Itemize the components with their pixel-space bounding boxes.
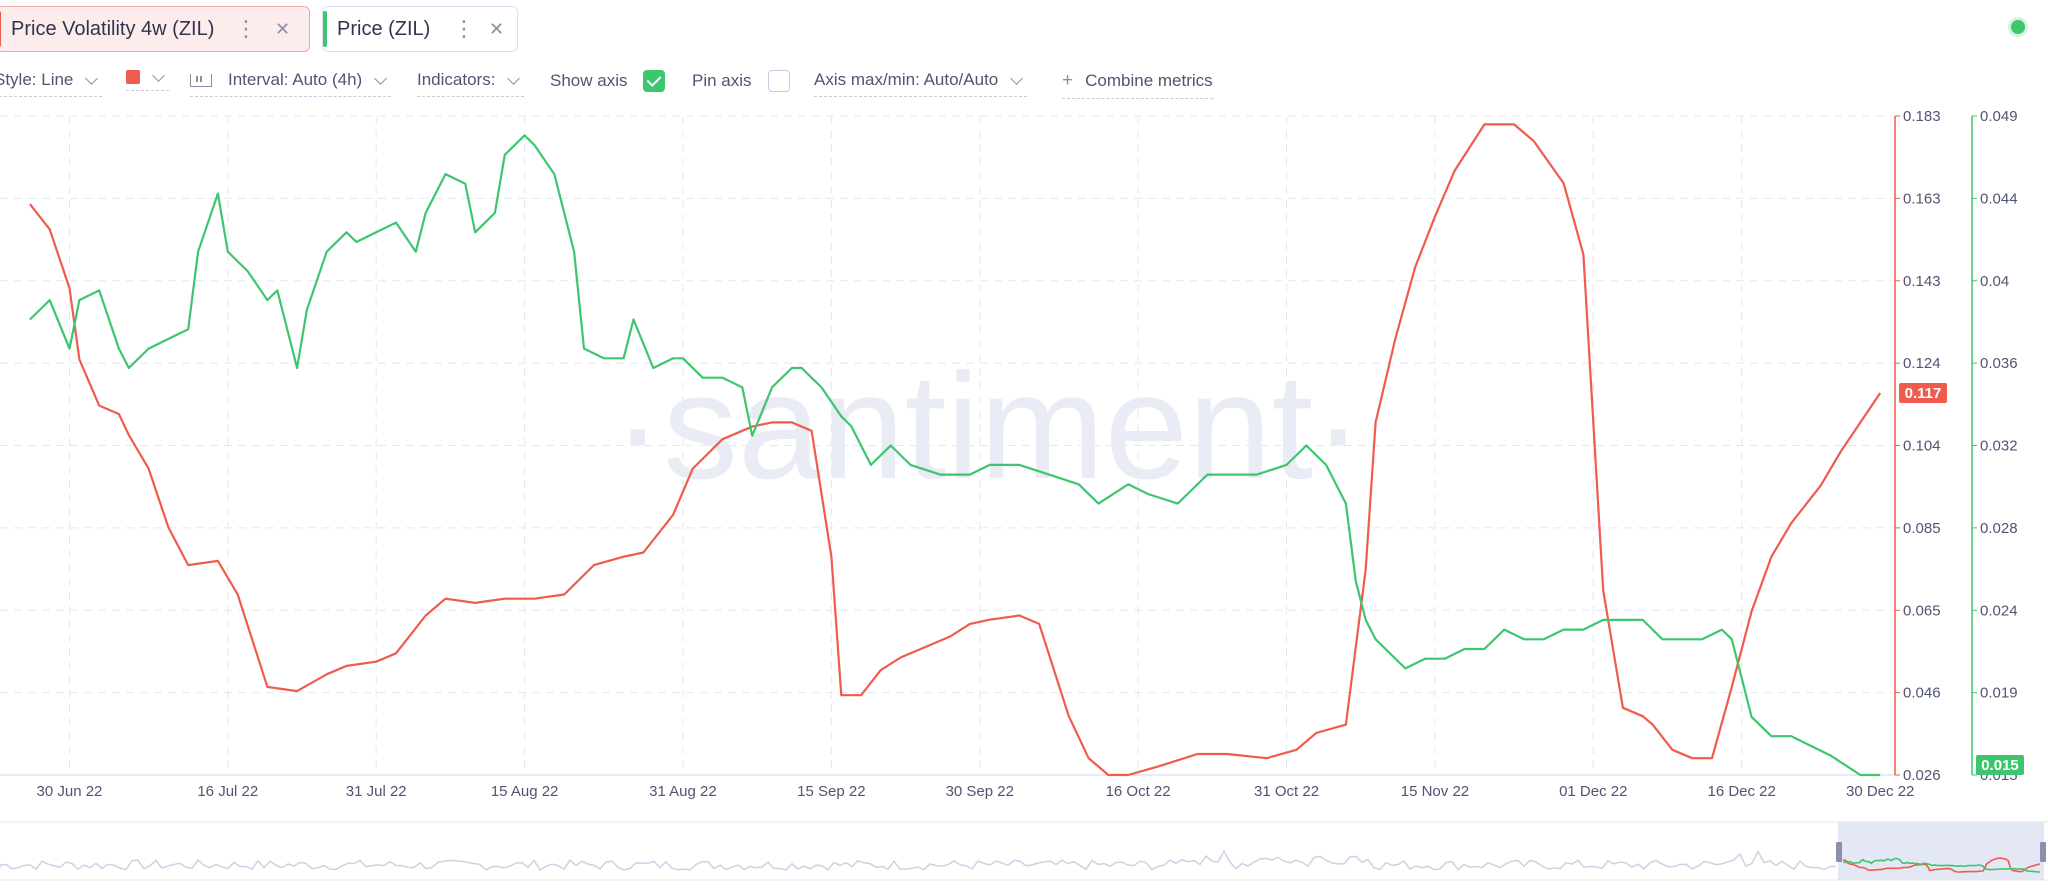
- x-tick-label: 31 Aug 22: [649, 783, 717, 800]
- x-tick-label: 30 Jun 22: [37, 783, 103, 800]
- y-tick-label: 0.046: [1903, 685, 1941, 702]
- x-tick-label: 30 Sep 22: [946, 783, 1014, 800]
- y-tick-label: 0.065: [1903, 602, 1941, 619]
- y-tick-label: 0.049: [1980, 108, 2018, 125]
- y-tick-label: 0.019: [1980, 685, 2018, 702]
- y-tick-label: 0.124: [1903, 355, 1941, 372]
- x-tick-label: 16 Dec 22: [1707, 783, 1775, 800]
- y-tick-label: 0.036: [1980, 355, 2018, 372]
- y-tick-label: 0.04: [1980, 273, 2009, 290]
- y-tick-label: 0.085: [1903, 520, 1941, 537]
- y-tick-label: 0.028: [1980, 520, 2018, 537]
- x-tick-label: 16 Oct 22: [1106, 783, 1171, 800]
- y-tick-label: 0.026: [1903, 767, 1941, 784]
- navigator-history-line: [0, 851, 1836, 870]
- navigator[interactable]: [0, 822, 2048, 880]
- x-tick-label: 31 Jul 22: [346, 783, 407, 800]
- y-tick-label: 0.163: [1903, 190, 1941, 207]
- navigator-handle-right[interactable]: [2040, 842, 2046, 862]
- x-tick-label: 31 Oct 22: [1254, 783, 1319, 800]
- y-tick-label: 0.044: [1980, 190, 2018, 207]
- x-tick-label: 15 Aug 22: [491, 783, 559, 800]
- navigator-handle-left[interactable]: [1836, 842, 1842, 862]
- x-tick-label: 01 Dec 22: [1559, 783, 1627, 800]
- y-tick-label: 0.104: [1903, 438, 1941, 455]
- y-tick-label: 0.183: [1903, 108, 1941, 125]
- x-tick-label: 15 Sep 22: [797, 783, 865, 800]
- y-tick-label: 0.024: [1980, 602, 2018, 619]
- current-value-label: 0.117: [1905, 385, 1942, 402]
- current-value-label: 0.015: [1981, 757, 2019, 774]
- x-tick-label: 16 Jul 22: [197, 783, 258, 800]
- x-tick-label: 15 Nov 22: [1401, 783, 1469, 800]
- y-tick-label: 0.143: [1903, 273, 1941, 290]
- x-tick-label: 30 Dec 22: [1846, 783, 1914, 800]
- watermark: ·santiment·: [613, 342, 1363, 510]
- y-tick-label: 0.032: [1980, 438, 2018, 455]
